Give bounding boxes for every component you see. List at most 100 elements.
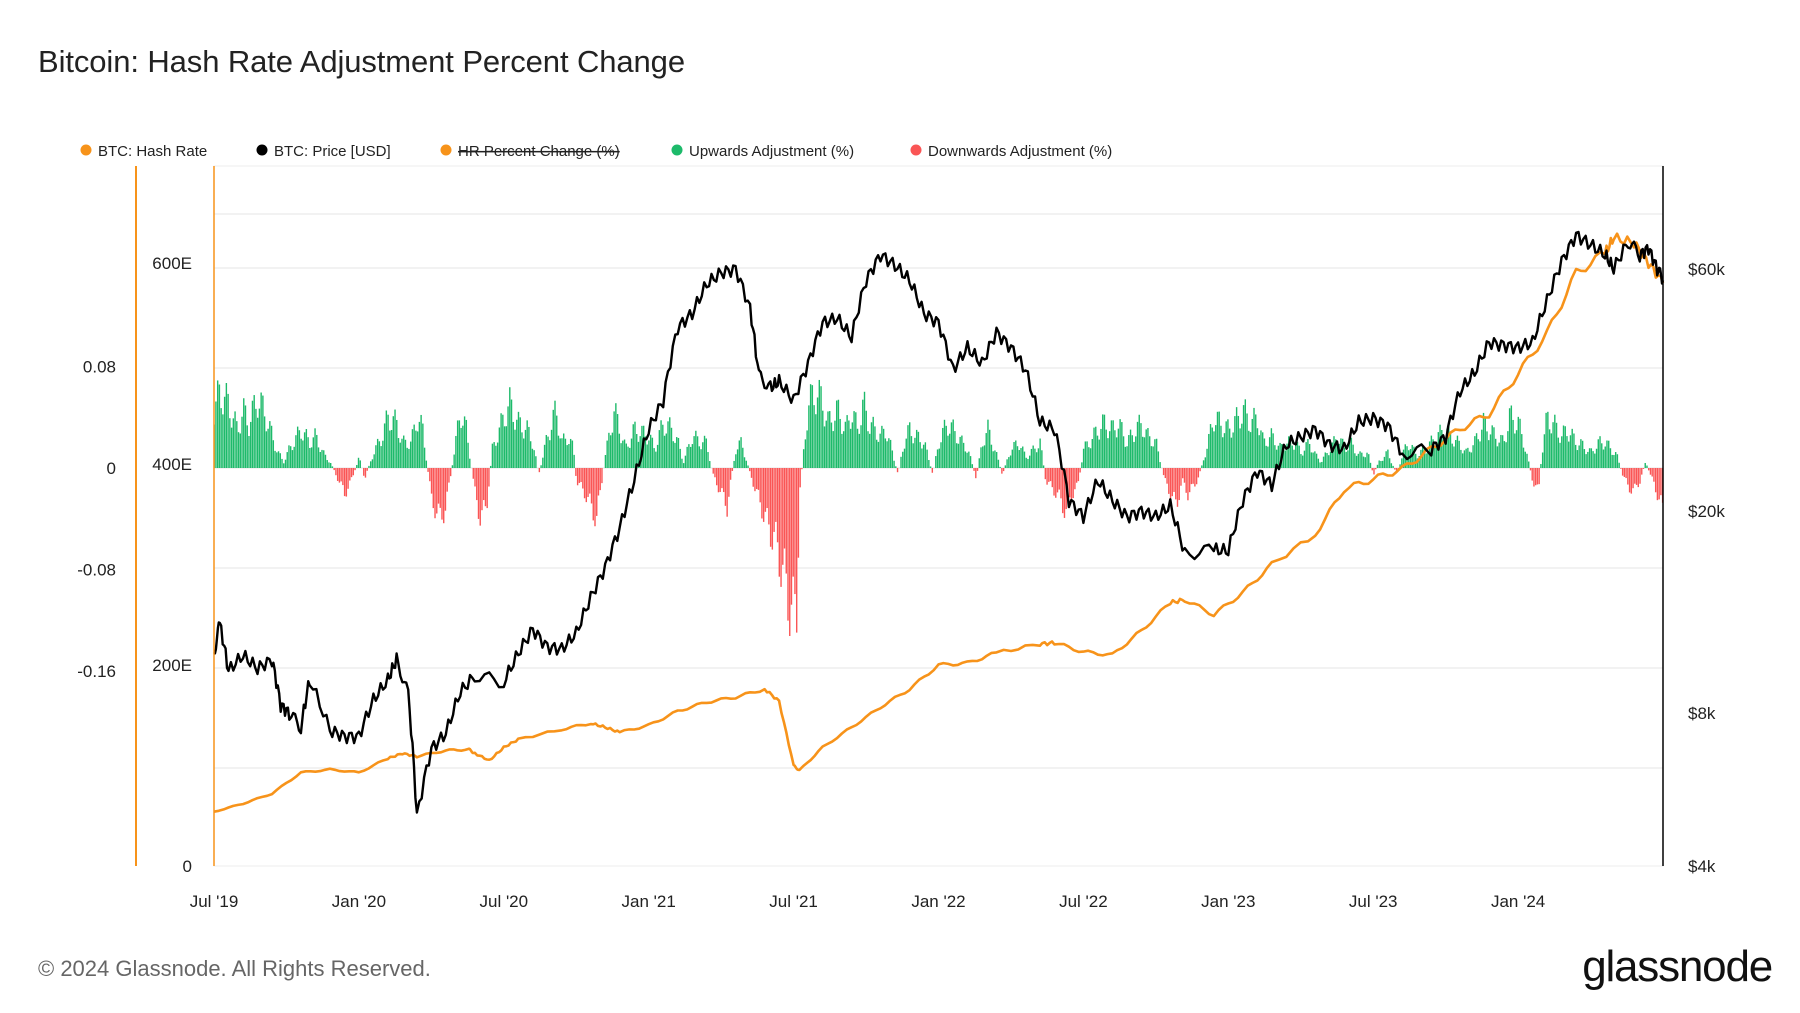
downwards-adjustment-bar: [596, 468, 598, 516]
upwards-adjustment-bar: [634, 421, 636, 468]
downwards-adjustment-bar: [1371, 468, 1373, 471]
upwards-adjustment-bar: [822, 410, 824, 468]
upwards-adjustment-bar: [980, 447, 982, 468]
upwards-adjustment-bar: [879, 433, 881, 468]
downwards-adjustment-bar: [1182, 468, 1184, 479]
upwards-adjustment-bar: [1255, 414, 1257, 468]
upwards-adjustment-bar: [1581, 440, 1584, 468]
downwards-adjustment-bar: [347, 468, 349, 489]
upwards-adjustment-bar: [1545, 412, 1547, 468]
downwards-adjustment-bar: [1187, 468, 1189, 501]
upwards-adjustment-bar: [1124, 446, 1127, 468]
upwards-adjustment-bar: [869, 433, 871, 468]
upwards-adjustment-bar: [425, 460, 428, 468]
upwards-adjustment-bar: [241, 416, 243, 468]
upwards-adjustment-bar: [1482, 412, 1485, 468]
upwards-adjustment-bar: [1128, 435, 1130, 468]
upwards-adjustment-bar: [644, 436, 647, 468]
upwards-adjustment-bar: [1543, 434, 1546, 468]
upwards-adjustment-bar: [549, 440, 551, 468]
upwards-adjustment-bar: [848, 420, 850, 468]
downwards-adjustment-bar: [1194, 468, 1196, 487]
upwards-adjustment-bar: [1206, 448, 1208, 468]
upwards-adjustment-bar: [1286, 443, 1288, 468]
upwards-adjustment-bar: [523, 438, 525, 468]
upwards-adjustment-bar: [1606, 440, 1608, 468]
legend-item[interactable]: HR Percent Change (%): [440, 143, 620, 160]
upwards-adjustment-bar: [222, 414, 224, 468]
downwards-adjustment-bar: [783, 468, 786, 549]
x-axis-tick: Jan '22: [911, 892, 965, 911]
downwards-adjustment-bar: [354, 468, 356, 471]
legend-item[interactable]: Upwards Adjustment (%): [671, 143, 855, 160]
upwards-adjustment-bar: [1402, 449, 1405, 468]
upwards-adjustment-bar: [658, 430, 661, 468]
upwards-adjustment-bar: [1355, 455, 1358, 468]
upwards-adjustment-bar: [872, 416, 874, 468]
upwards-adjustment-bar: [1308, 443, 1311, 468]
upwards-adjustment-bar: [1519, 418, 1521, 468]
upwards-adjustment-bar: [900, 456, 902, 468]
upwards-adjustment-bar: [1526, 453, 1528, 468]
upwards-adjustment-bar: [392, 416, 394, 468]
downwards-adjustment-bar: [1049, 468, 1052, 482]
upwards-adjustment-bar: [1279, 442, 1281, 468]
downwards-adjustment-bar: [769, 468, 772, 547]
downwards-adjustment-bar: [1531, 468, 1533, 481]
upwards-adjustment-bar: [1293, 449, 1295, 468]
upwards-adjustment-bar: [451, 465, 454, 468]
upwards-adjustment-bar: [989, 429, 991, 468]
downwards-adjustment-bar: [1642, 468, 1645, 469]
price-line: [213, 230, 1665, 814]
legend-item[interactable]: BTC: Price [USD]: [256, 143, 391, 160]
upwards-adjustment-bar: [281, 458, 283, 468]
upwards-adjustment-bar: [818, 379, 821, 468]
legend-item[interactable]: BTC: Hash Rate: [80, 143, 208, 160]
upwards-adjustment-bar: [703, 435, 706, 468]
upwards-adjustment-bar: [689, 446, 692, 468]
upwards-adjustment-bar: [1594, 453, 1596, 468]
upwards-adjustment-bar: [1032, 445, 1034, 468]
upwards-adjustment-bar: [309, 447, 311, 468]
upwards-adjustment-bar: [1376, 464, 1379, 468]
upwards-adjustment-bar: [272, 440, 275, 468]
upwards-adjustment-bar: [1242, 405, 1245, 468]
upwards-adjustment-bar: [855, 412, 857, 468]
downwards-adjustment-bar: [896, 468, 899, 473]
upwards-adjustment-bar: [319, 451, 321, 468]
upwards-adjustment-bar: [1241, 423, 1243, 468]
upwards-adjustment-bar: [702, 442, 704, 468]
upwards-adjustment-bar: [1458, 440, 1460, 468]
upwards-adjustment-bar: [328, 462, 330, 468]
upwards-adjustment-bar: [1415, 453, 1417, 468]
upwards-adjustment-bar: [1315, 453, 1318, 468]
upwards-adjustment-bar: [1239, 428, 1241, 468]
upwards-adjustment-bar: [1296, 441, 1299, 468]
upwards-adjustment-bar: [307, 437, 309, 468]
upwards-adjustment-bar: [823, 426, 826, 468]
downwards-adjustment-bar: [1534, 468, 1537, 486]
upwards-adjustment-bar: [982, 446, 984, 468]
downwards-adjustment-bar: [587, 468, 589, 497]
upwards-adjustment-bar: [1100, 428, 1102, 468]
upwards-adjustment-bar: [423, 447, 426, 468]
pct-axis-tick: -0.16: [77, 662, 116, 681]
downwards-adjustment-bar: [479, 468, 481, 526]
upwards-adjustment-bar: [462, 425, 464, 468]
legend-item[interactable]: Downwards Adjustment (%): [910, 143, 1113, 160]
upwards-adjustment-bar: [651, 437, 654, 468]
upwards-adjustment-bar: [672, 441, 674, 468]
downwards-adjustment-bar: [766, 468, 768, 509]
upwards-adjustment-bar: [1230, 437, 1233, 468]
legend[interactable]: BTC: Hash Rate BTC: Price [USD] HR Percent…: [80, 143, 1113, 160]
upwards-adjustment-bar: [1103, 414, 1106, 468]
upwards-adjustment-bar: [811, 385, 814, 468]
downwards-adjustment-bar: [1183, 468, 1186, 483]
upwards-adjustment-bar: [639, 436, 641, 468]
downwards-adjustment-bar: [483, 468, 485, 501]
upwards-adjustment-bar: [509, 387, 511, 468]
upwards-adjustment-bar: [329, 462, 332, 468]
upwards-adjustment-bar: [1421, 446, 1424, 468]
upwards-adjustment-bar: [542, 457, 544, 468]
